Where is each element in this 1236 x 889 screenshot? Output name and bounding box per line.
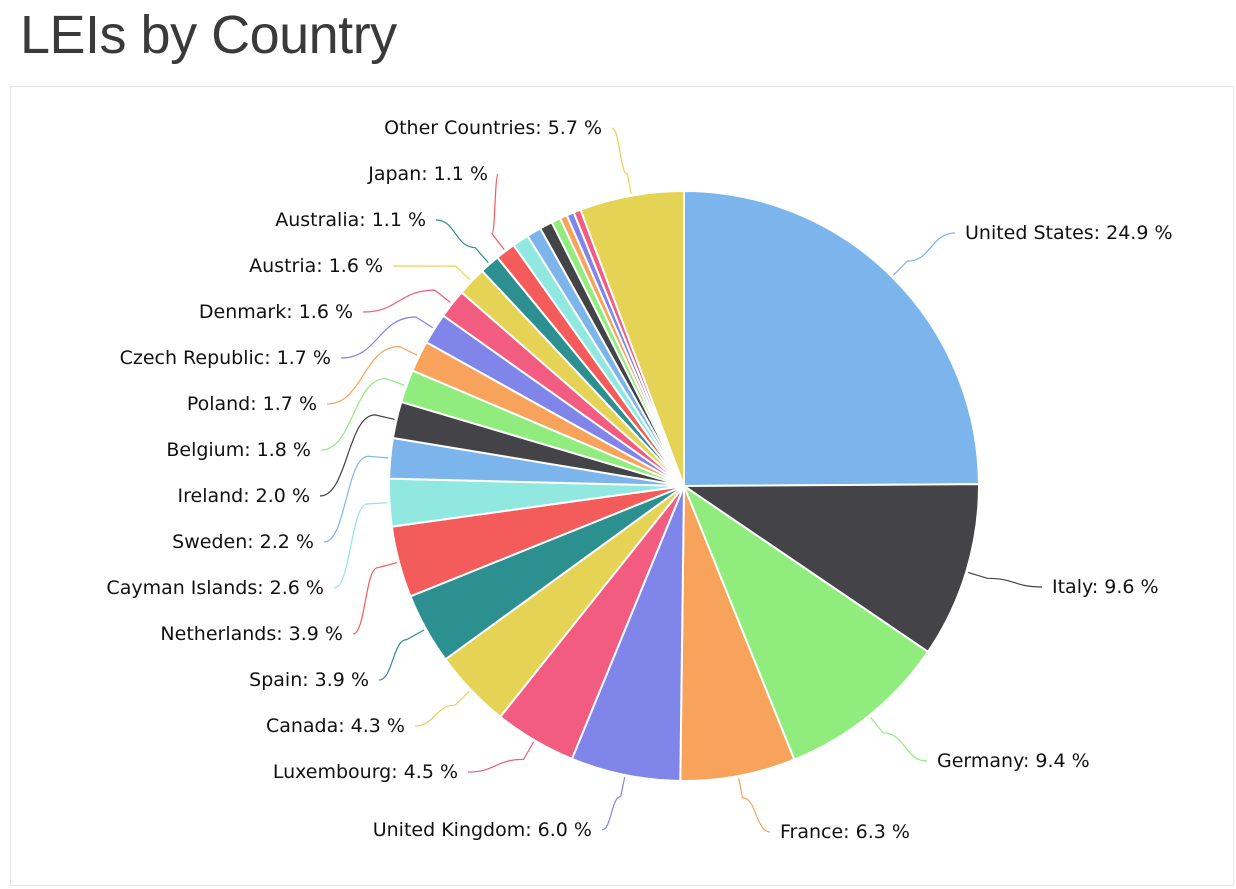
data-label-australia: Australia: 1.1 % (275, 209, 426, 231)
leader-line-cayman-islands (333, 502, 388, 589)
leader-line-australia (435, 219, 489, 263)
pie-slice-italy[interactable] (683, 483, 980, 653)
data-label-france: France: 6.3 % (780, 821, 910, 843)
data-label-japan: Japan: 1.1 % (367, 163, 488, 185)
pie-slice-france[interactable] (679, 485, 796, 782)
leader-line-netherlands (352, 562, 398, 635)
data-label-germany: Germany: 9.4 % (937, 750, 1090, 772)
leader-line-austria (392, 265, 471, 281)
data-label-denmark: Denmark: 1.6 % (199, 301, 353, 323)
leader-line-czech-republic (340, 316, 434, 359)
data-label-spain: Spain: 3.9 % (249, 669, 369, 691)
leader-line-canada (414, 690, 470, 727)
data-label-cayman-islands: Cayman Islands: 2.6 % (106, 577, 324, 599)
leader-line-poland (326, 345, 418, 405)
data-labels: United States: 24.9 % Italy: 9.6 % Germany… (106, 117, 1172, 843)
pie-slice-united-states[interactable] (683, 190, 980, 487)
leader-line-united-states (892, 232, 956, 276)
pie-slice-germany[interactable] (683, 485, 929, 761)
leader-line-japan (490, 173, 505, 250)
leader-line-ireland (319, 414, 395, 497)
leader-line-spain (378, 629, 425, 681)
leader-line-italy (967, 571, 1043, 588)
leader-line-france (738, 777, 771, 833)
leader-lines (319, 127, 1043, 833)
data-label-other-countries: Other Countries: 5.7 % (384, 117, 602, 139)
data-label-canada: Canada: 4.3 % (266, 715, 405, 737)
data-label-poland: Poland: 1.7 % (187, 393, 317, 415)
leader-line-other-countries (611, 127, 632, 194)
leader-line-luxembourg (467, 741, 535, 773)
data-label-sweden: Sweden: 2.2 % (172, 531, 314, 553)
leader-line-united-kingdom (601, 776, 626, 831)
leader-line-belgium (320, 377, 405, 451)
pie-slice-other-countries[interactable] (579, 190, 685, 487)
pie-slices (388, 190, 980, 782)
data-label-austria: Austria: 1.6 % (249, 255, 383, 277)
data-label-italy: Italy: 9.6 % (1052, 576, 1159, 598)
data-label-belgium: Belgium: 1.8 % (166, 439, 311, 461)
data-label-luxembourg: Luxembourg: 4.5 % (273, 761, 458, 783)
data-label-czech-republic: Czech Republic: 1.7 % (120, 347, 331, 369)
data-label-netherlands: Netherlands: 3.9 % (160, 623, 343, 645)
leader-line-denmark (362, 289, 451, 313)
data-label-united-states: United States: 24.9 % (965, 222, 1173, 244)
leader-line-germany (869, 716, 928, 762)
data-label-ireland: Ireland: 2.0 % (178, 485, 310, 507)
data-label-united-kingdom: United Kingdom: 6.0 % (373, 819, 592, 841)
leader-line-sweden (323, 455, 389, 543)
page-title: LEIs by Country (20, 5, 397, 65)
